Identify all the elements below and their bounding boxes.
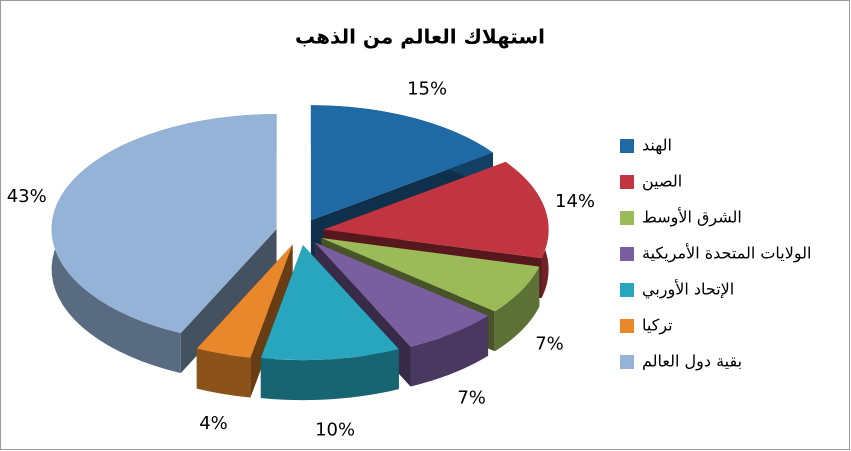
- slice-top: [321, 237, 540, 312]
- legend-swatch: [620, 211, 634, 225]
- legend-swatch: [620, 139, 634, 153]
- data-label: 7%: [535, 334, 564, 355]
- slice-top: [196, 244, 293, 358]
- data-label: 14%: [555, 191, 595, 212]
- data-label: 10%: [315, 420, 355, 441]
- slice-top: [51, 114, 277, 334]
- slice: [260, 245, 399, 401]
- slice-top: [310, 105, 493, 221]
- data-label: 15%: [407, 78, 447, 99]
- slice-wall: [180, 229, 277, 374]
- legend-label: الشرق الأوسط: [642, 207, 742, 228]
- legend-swatch: [620, 175, 634, 189]
- legend-label: تركيا: [642, 316, 673, 336]
- legend-label: الصين: [642, 172, 682, 192]
- data-label: 4%: [199, 413, 228, 434]
- slice-side: [410, 315, 489, 387]
- legend-swatch: [620, 247, 634, 261]
- slice-side: [260, 349, 399, 401]
- chart-title: استهلاك العالم من الذهب: [295, 25, 545, 49]
- legend-swatch: [620, 283, 634, 297]
- slice-top: [323, 161, 549, 259]
- slice-side: [494, 266, 540, 352]
- data-label: 43%: [7, 186, 47, 207]
- legend-swatch: [620, 319, 634, 333]
- legend-swatch: [620, 355, 634, 369]
- legend-label: بقية دول العالم: [642, 352, 742, 372]
- legend-label: الولايات المتحدة الأمريكية: [642, 243, 811, 264]
- slice-top: [260, 245, 399, 361]
- legend-label: الهند: [642, 136, 672, 156]
- data-label: 7%: [457, 387, 486, 408]
- slice-top: [314, 242, 489, 347]
- slice-side: [196, 348, 251, 398]
- legend-label: الإتحاد الأوربي: [642, 279, 734, 300]
- slice: [51, 114, 277, 374]
- slice: [196, 244, 293, 398]
